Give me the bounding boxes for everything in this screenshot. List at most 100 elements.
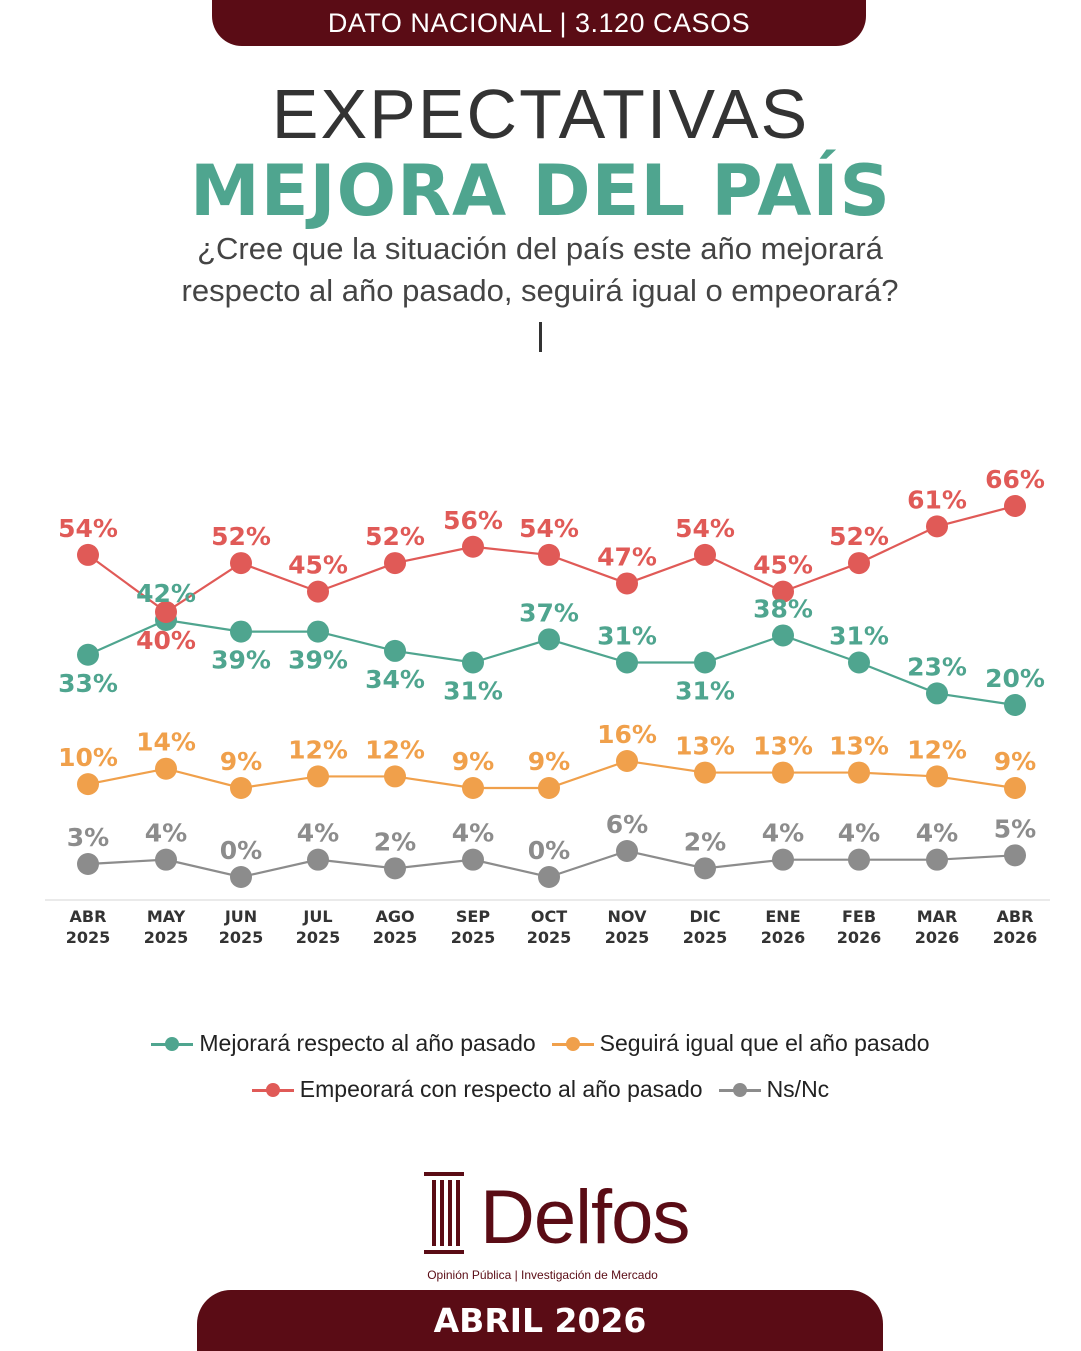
label-empeorara-1: 40% (136, 626, 196, 655)
label-igual-1: 14% (136, 728, 196, 757)
point-mejorara-10 (848, 651, 870, 674)
label-igual-12: 9% (994, 747, 1036, 776)
point-empeorara-3 (307, 580, 329, 603)
point-nsnc-9 (772, 848, 794, 871)
point-nsnc-1 (155, 848, 177, 871)
text-cursor-mark (539, 322, 542, 352)
point-igual-7 (616, 750, 638, 772)
line-chart: 3% 4% 0% 4% 2% 4% 0% 6% 2% 4% 4% 4% 5% 10% 14% 9% 12% 12%… (45, 465, 1050, 947)
label-igual-7: 16% (597, 720, 657, 749)
label-igual-3: 12% (288, 735, 348, 764)
point-nsnc-6 (538, 866, 560, 888)
x-tick-month-8: DIC (690, 907, 721, 926)
label-empeorara-9: 45% (753, 551, 813, 580)
point-igual-12 (1004, 777, 1026, 799)
x-tick-month-4: AGO (375, 907, 414, 926)
point-igual-8 (694, 761, 716, 784)
point-igual-0 (77, 773, 99, 796)
point-igual-11 (926, 765, 948, 788)
label-igual-5: 9% (452, 747, 494, 776)
point-empeorara-5 (462, 535, 484, 558)
point-nsnc-5 (462, 848, 484, 871)
point-mejorara-12 (1004, 694, 1026, 716)
label-nsnc-9: 4% (762, 819, 804, 848)
point-igual-10 (848, 761, 870, 784)
x-tick-year-6: 2025 (527, 928, 572, 947)
cases-label: DATO NACIONAL | 3.120 CASOS (327, 7, 751, 38)
point-mejorara-0 (77, 643, 99, 666)
x-tick-year-2: 2025 (219, 928, 264, 947)
x-tick-year-7: 2025 (605, 928, 650, 947)
date-label: ABRIL 2026 (433, 1301, 647, 1340)
point-igual-4 (384, 765, 406, 788)
label-empeorara-10: 52% (829, 522, 889, 551)
label-empeorara-11: 61% (907, 485, 967, 514)
x-tick-year-8: 2025 (683, 928, 728, 947)
legend-item-nsnc: Ns/Nc (718, 1076, 830, 1103)
x-tick-month-3: JUL (302, 907, 332, 926)
label-igual-11: 12% (907, 735, 967, 764)
legend-item-mejorara: Mejorará respecto al año pasado (151, 1030, 536, 1057)
label-nsnc-8: 2% (684, 827, 726, 856)
point-nsnc-4 (384, 857, 406, 880)
point-nsnc-11 (926, 848, 948, 871)
x-tick-year-10: 2026 (837, 928, 882, 947)
label-nsnc-7: 6% (606, 810, 648, 839)
label-igual-10: 13% (829, 732, 889, 761)
x-tick-month-11: MAR (917, 907, 958, 926)
point-igual-3 (307, 765, 329, 788)
label-mejorara-6: 37% (519, 598, 579, 627)
page-subtitle: MEJORA DEL PAÍS (190, 150, 891, 232)
label-mejorara-3: 39% (288, 646, 348, 675)
label-nsnc-0: 3% (67, 823, 109, 852)
point-empeorara-6 (538, 543, 560, 566)
label-nsnc-10: 4% (838, 819, 880, 848)
legend-label-nsnc: Ns/Nc (766, 1076, 830, 1102)
x-tick-year-12: 2026 (993, 928, 1038, 947)
page-title: EXPECTATIVAS (271, 75, 810, 153)
point-mejorara-8 (694, 651, 716, 674)
x-tick-year-5: 2025 (451, 928, 496, 947)
label-empeorara-8: 54% (675, 514, 735, 543)
point-mejorara-9 (772, 624, 794, 647)
legend-row-2: Empeorará con respecto al año pasado Ns/… (0, 1076, 1081, 1103)
label-igual-6: 9% (528, 747, 570, 776)
label-nsnc-1: 4% (145, 819, 187, 848)
label-mejorara-4: 34% (365, 665, 425, 694)
legend-swatch-igual (551, 1034, 594, 1054)
point-empeorara-12 (1004, 495, 1026, 517)
point-empeorara-11 (926, 515, 948, 538)
point-mejorara-7 (616, 651, 638, 674)
x-tick-year-0: 2025 (66, 928, 111, 947)
point-mejorara-2 (230, 620, 252, 643)
label-empeorara-12: 66% (985, 465, 1045, 494)
legend-label-igual: Seguirá igual que el año pasado (599, 1030, 930, 1056)
point-empeorara-9 (772, 580, 794, 603)
label-mejorara-0: 33% (58, 669, 118, 698)
legend-swatch-empeorara (251, 1080, 294, 1100)
label-empeorara-5: 56% (443, 506, 503, 535)
point-mejorara-4 (384, 639, 406, 662)
label-igual-9: 13% (753, 732, 813, 761)
label-mejorara-7: 31% (597, 622, 657, 651)
date-banner: ABRIL 2026 (197, 1290, 883, 1351)
label-nsnc-3: 4% (297, 819, 339, 848)
point-igual-5 (462, 777, 484, 799)
label-empeorara-2: 52% (211, 522, 271, 551)
logo-tagline: Opinión Pública | Investigación de Merca… (427, 1268, 658, 1282)
label-empeorara-0: 54% (58, 514, 118, 543)
x-tick-month-10: FEB (842, 907, 876, 926)
x-tick-year-1: 2025 (144, 928, 189, 947)
point-empeorara-2 (230, 552, 252, 575)
legend-swatch-nsnc (718, 1080, 761, 1100)
point-nsnc-12 (1004, 844, 1026, 867)
point-igual-1 (155, 757, 177, 780)
label-nsnc-11: 4% (916, 819, 958, 848)
point-mejorara-11 (926, 682, 948, 705)
point-empeorara-10 (848, 552, 870, 575)
survey-question: ¿Cree que la situación del país este año… (90, 228, 990, 312)
x-tick-year-11: 2026 (915, 928, 960, 947)
legend-row-1: Mejorará respecto al año pasado Seguirá … (0, 1030, 1081, 1057)
point-nsnc-2 (230, 866, 252, 888)
point-empeorara-4 (384, 552, 406, 575)
